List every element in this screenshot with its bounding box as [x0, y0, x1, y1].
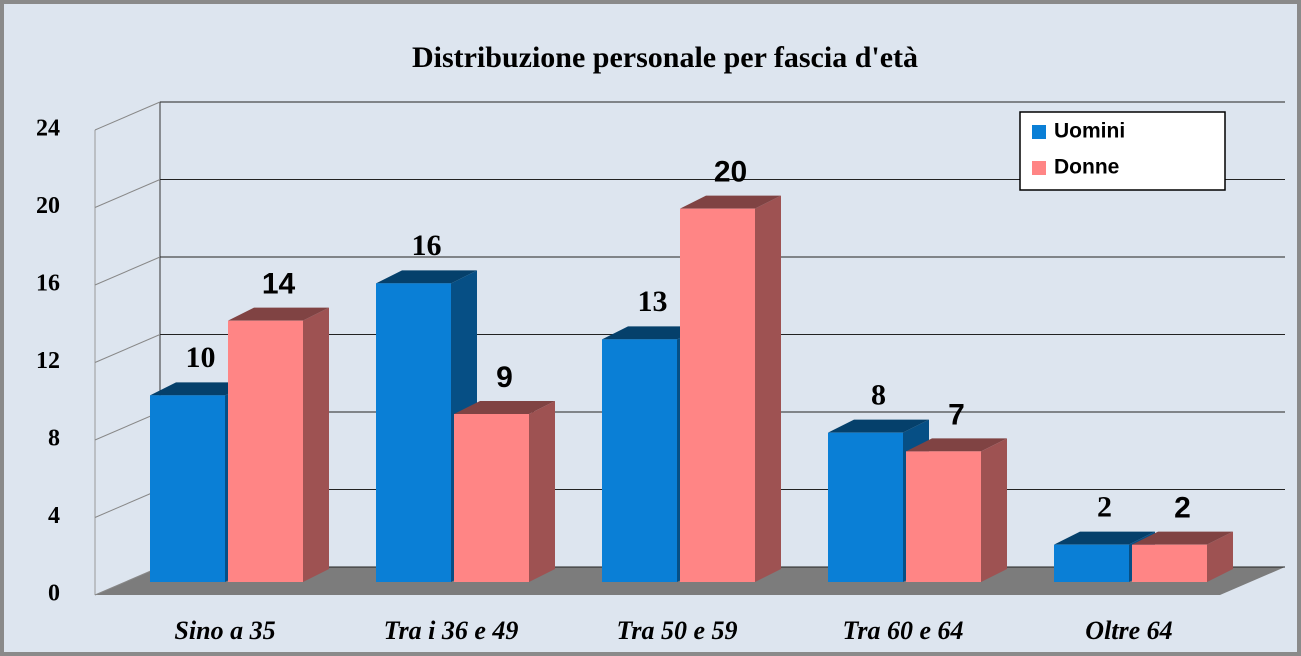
legend-box [1019, 111, 1226, 191]
legend-label: Donne [1054, 156, 1119, 179]
bar-top [150, 382, 251, 396]
y-tick-label: 16 [36, 271, 60, 297]
legend: Uomini Donne [1019, 111, 1226, 191]
bar [228, 320, 303, 582]
legend-swatch [1032, 161, 1046, 175]
bar-top [906, 438, 1007, 452]
bar-side [529, 401, 555, 582]
grid-line-side [94, 566, 161, 596]
data-label: 20 [714, 156, 747, 189]
bar-side [1207, 531, 1233, 582]
grid-line-side [94, 179, 161, 208]
bar [680, 208, 755, 582]
legend-swatch [1032, 125, 1046, 139]
data-label: 13 [638, 285, 668, 318]
bar-top [1054, 531, 1155, 545]
x-tick-label: Tra 50 e 59 [616, 616, 737, 645]
grid-line-side [94, 489, 161, 518]
bar [150, 395, 225, 582]
bar-side [981, 438, 1007, 582]
chart-title: Distribuzione personale per fascia d'età [412, 41, 918, 74]
x-tick-label: Tra 60 e 64 [842, 616, 963, 645]
y-tick-label: 12 [36, 348, 60, 374]
data-label: 14 [262, 268, 296, 301]
bar [454, 414, 529, 582]
y-tick-label: 20 [36, 193, 60, 219]
data-label: 2 [1174, 492, 1191, 525]
x-tick-label: Tra i 36 e 49 [384, 616, 519, 645]
data-label: 8 [871, 379, 886, 412]
legend-label: Uomini [1054, 120, 1125, 143]
bar [828, 432, 903, 582]
bar-side [303, 307, 329, 582]
y-tick-label: 4 [48, 503, 60, 529]
bar-top [1132, 531, 1233, 545]
bar-top [454, 401, 555, 414]
grid-line-side [94, 411, 161, 441]
x-tick-label: Oltre 64 [1085, 616, 1172, 645]
bar-side [755, 195, 781, 582]
bar [602, 339, 677, 582]
grid-line-side [94, 256, 161, 286]
bar-top [828, 419, 929, 433]
y-tick-label: 8 [48, 426, 60, 452]
y-tick-label: 0 [48, 581, 60, 607]
bar-top [602, 326, 703, 340]
y-tick-label: 24 [36, 116, 60, 142]
bar [906, 451, 981, 582]
grid-line-side [94, 101, 161, 131]
bar [1132, 544, 1207, 582]
bar-top [376, 270, 477, 284]
bar-top [680, 195, 781, 209]
data-label: 10 [186, 341, 216, 374]
x-tick-label: Sino a 35 [174, 616, 275, 645]
data-label: 7 [948, 398, 965, 431]
data-label: 2 [1097, 491, 1112, 524]
grid-line-side [94, 334, 161, 363]
data-label: 16 [412, 229, 442, 262]
bar-top [228, 307, 329, 321]
bar [376, 283, 451, 582]
bar [1054, 544, 1129, 582]
data-label: 9 [496, 361, 513, 394]
